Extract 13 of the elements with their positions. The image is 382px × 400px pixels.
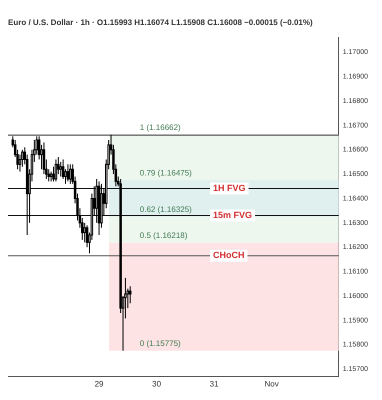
x-tick-label: Nov xyxy=(264,379,279,388)
annotation: 0.79 (1.16475) xyxy=(140,168,192,178)
x-tick-label: 31 xyxy=(210,379,220,388)
x-tick-label: 29 xyxy=(94,379,104,388)
ref-line-label: CHoCH xyxy=(213,250,245,260)
annotation: 1 (1.16662) xyxy=(140,122,182,132)
ref-line-label: 1H FVG xyxy=(213,182,246,193)
annotation: 0 (1.15775) xyxy=(140,339,182,348)
ref-line-label: 15m FVG xyxy=(213,210,252,220)
annotation: 0.62 (1.16325) xyxy=(140,204,192,214)
annotation: 0.5 (1.16218) xyxy=(140,231,188,240)
x-tick-label: 30 xyxy=(152,379,162,388)
chart-title: Euro / U.S. Dollar · 1h · O1.15993 H1.16074 L1.15908 C1.16008 −0.00015 (−0.01%) xyxy=(8,18,313,28)
